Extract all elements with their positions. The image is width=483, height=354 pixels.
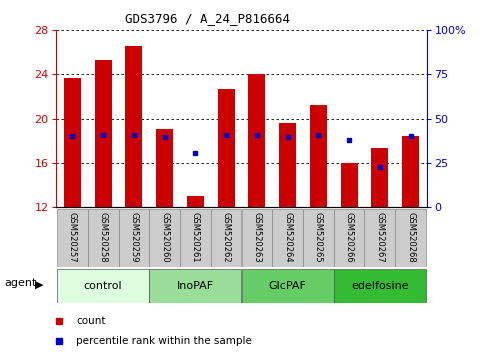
Text: GSM520259: GSM520259 xyxy=(129,212,139,262)
Text: GSM520262: GSM520262 xyxy=(222,212,230,262)
Bar xyxy=(365,209,395,267)
Bar xyxy=(272,209,303,267)
Bar xyxy=(334,269,426,303)
Bar xyxy=(187,196,204,207)
Bar xyxy=(310,105,327,207)
Text: GSM520257: GSM520257 xyxy=(68,212,77,262)
Text: GSM520261: GSM520261 xyxy=(191,212,200,262)
Text: count: count xyxy=(76,316,105,326)
Text: InoPAF: InoPAF xyxy=(177,281,214,291)
Bar xyxy=(57,269,149,303)
Bar xyxy=(371,148,388,207)
Bar xyxy=(156,129,173,207)
Text: GlcPAF: GlcPAF xyxy=(269,281,307,291)
Text: GSM520260: GSM520260 xyxy=(160,212,169,262)
Bar xyxy=(57,209,88,267)
Text: edelfosine: edelfosine xyxy=(351,281,409,291)
Bar xyxy=(118,209,149,267)
Bar xyxy=(402,136,419,207)
Text: GSM520268: GSM520268 xyxy=(406,212,415,263)
Text: GDS3796 / A_24_P816664: GDS3796 / A_24_P816664 xyxy=(125,12,290,25)
Text: ▶: ▶ xyxy=(35,280,43,290)
Text: GSM520258: GSM520258 xyxy=(99,212,108,262)
Text: GSM520267: GSM520267 xyxy=(375,212,384,263)
Bar xyxy=(64,78,81,207)
Bar xyxy=(334,209,365,267)
Bar xyxy=(395,209,426,267)
Bar xyxy=(180,209,211,267)
Text: GSM520266: GSM520266 xyxy=(344,212,354,263)
Text: GSM520265: GSM520265 xyxy=(314,212,323,262)
Bar xyxy=(341,163,357,207)
Bar xyxy=(95,60,112,207)
Text: percentile rank within the sample: percentile rank within the sample xyxy=(76,336,252,346)
Bar xyxy=(126,46,142,207)
Text: GSM520264: GSM520264 xyxy=(283,212,292,262)
Bar xyxy=(211,209,242,267)
Bar xyxy=(149,209,180,267)
Bar xyxy=(279,123,296,207)
Text: GSM520263: GSM520263 xyxy=(253,212,261,263)
Bar xyxy=(242,209,272,267)
Bar xyxy=(242,269,334,303)
Text: agent: agent xyxy=(5,278,37,288)
Bar xyxy=(88,209,118,267)
Bar xyxy=(149,269,242,303)
Bar xyxy=(218,89,235,207)
Text: control: control xyxy=(84,281,123,291)
Bar xyxy=(303,209,334,267)
Bar xyxy=(248,74,265,207)
